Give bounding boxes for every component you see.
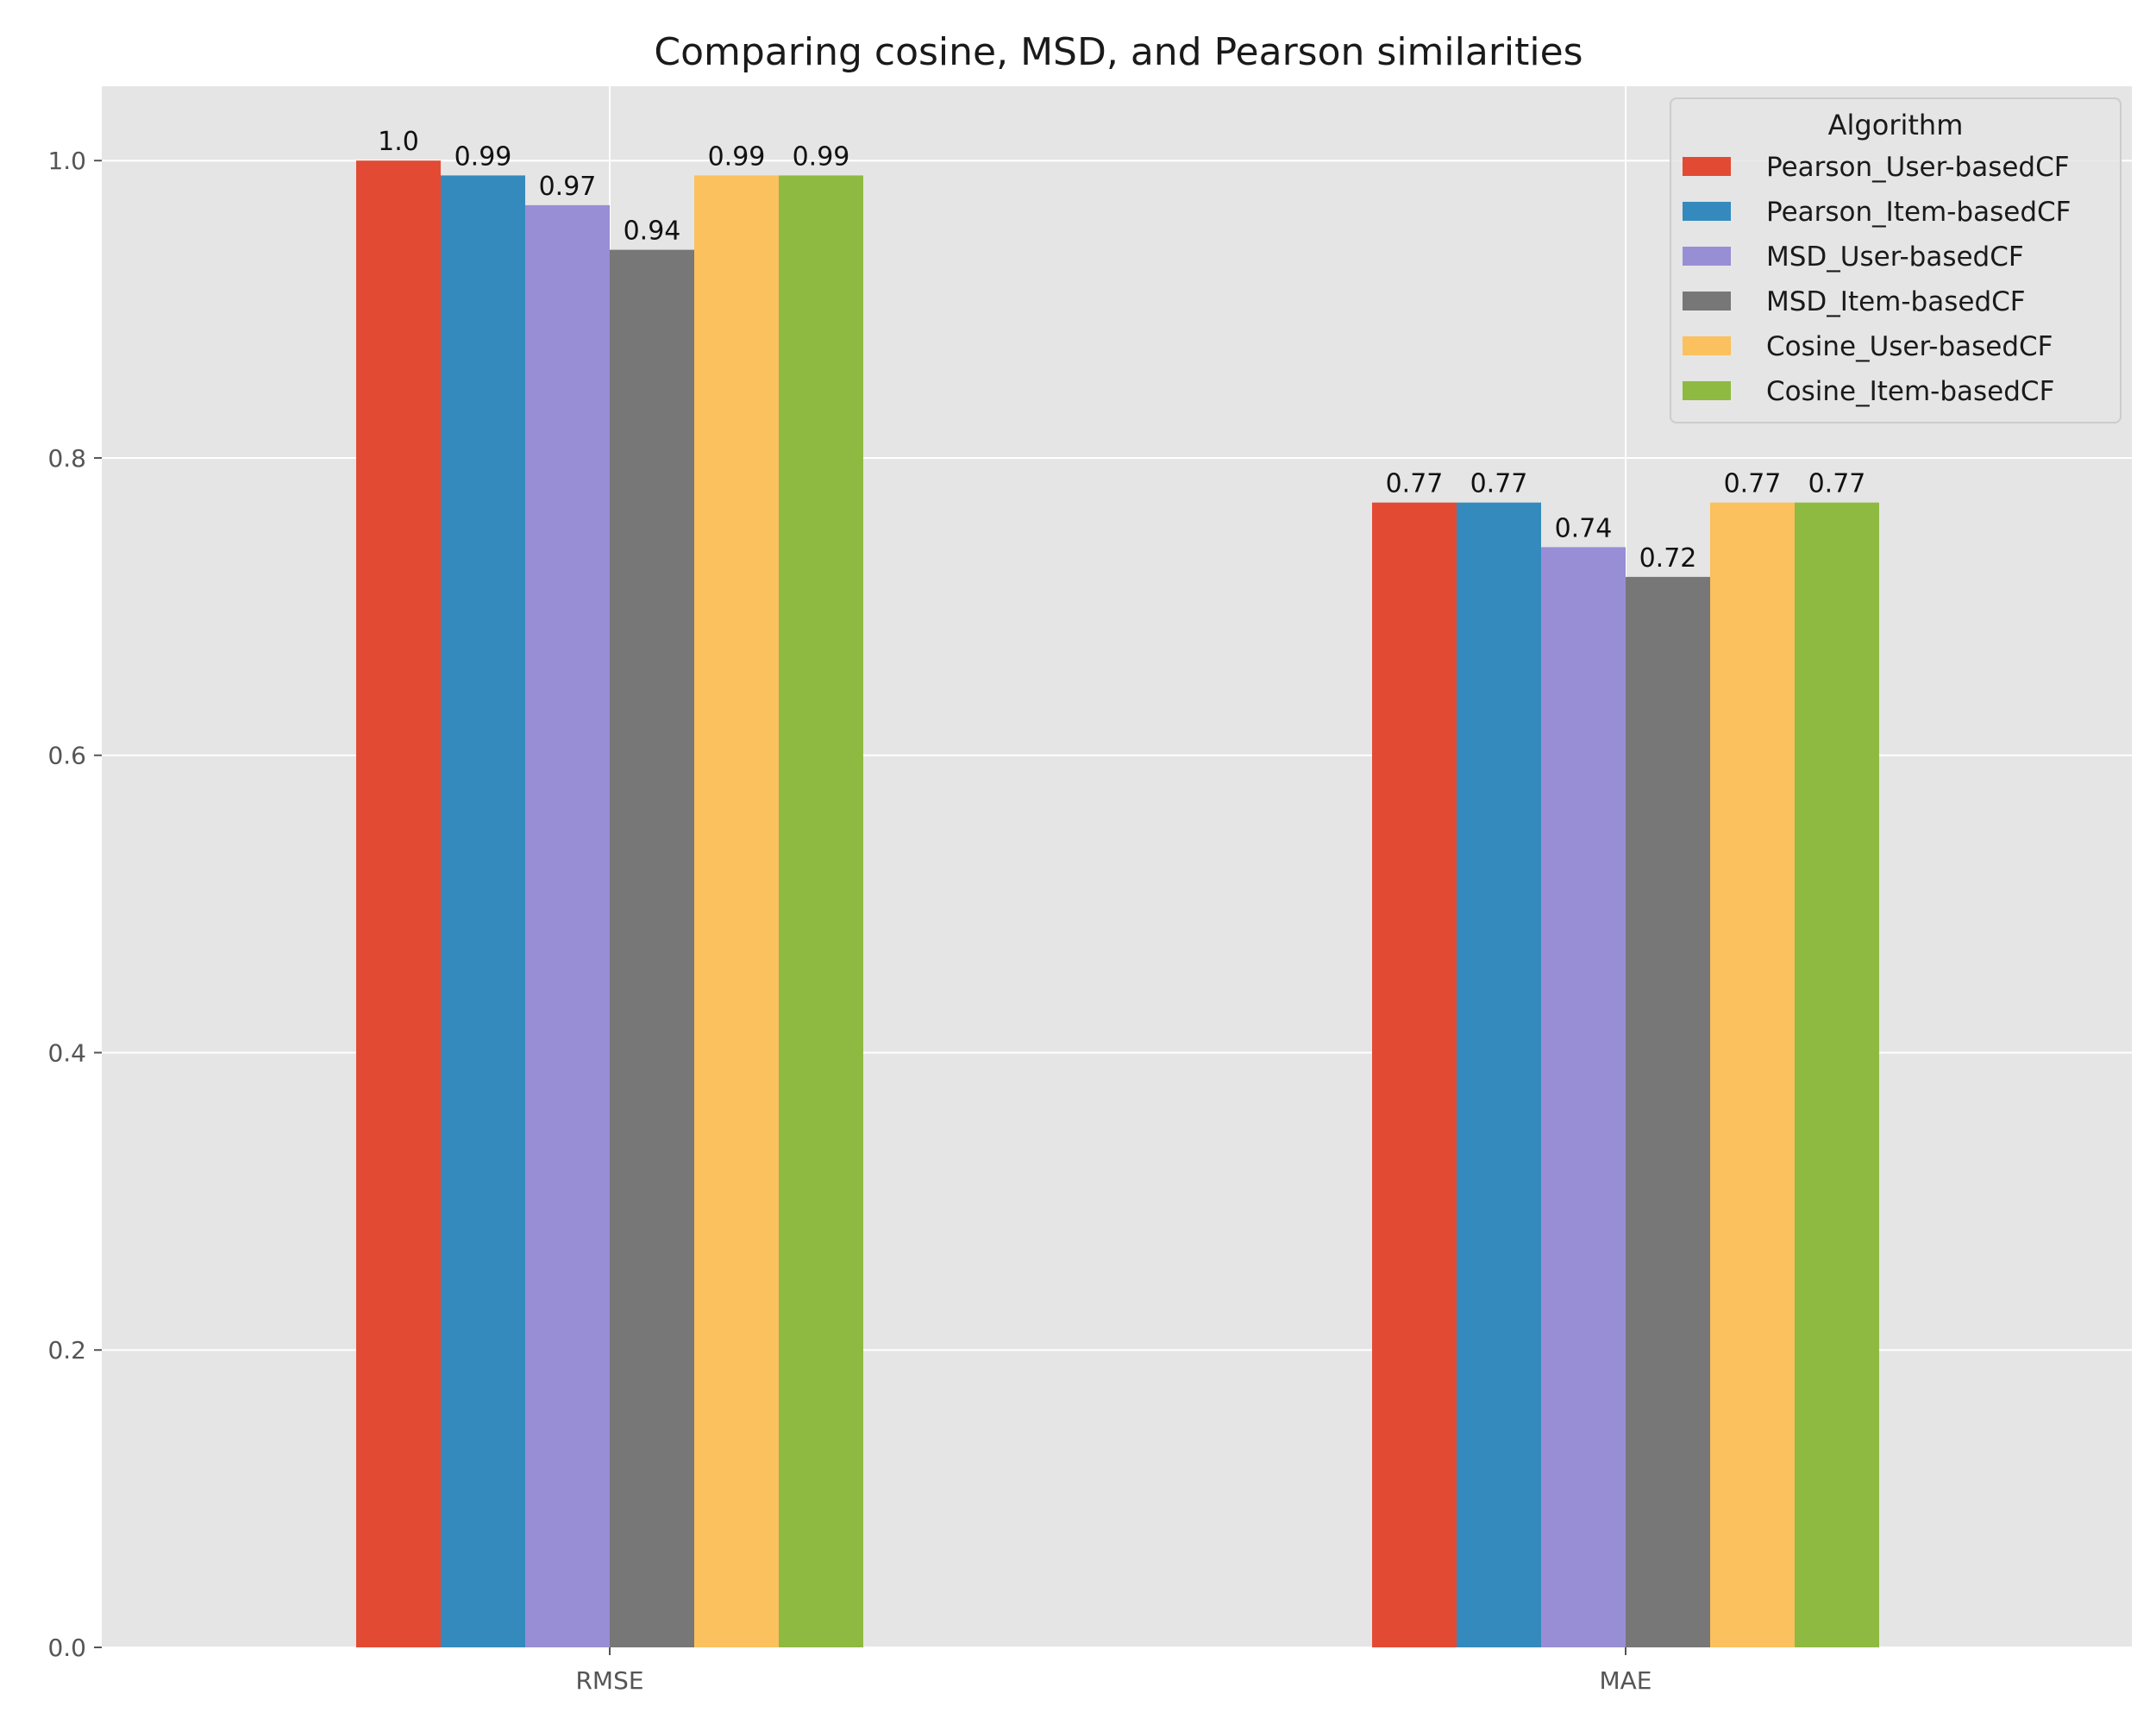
legend-entry-label: Cosine_User-basedCF	[1766, 331, 2053, 362]
legend-entry-label: MSD_User-basedCF	[1766, 242, 2024, 273]
legend-swatch	[1683, 202, 1731, 221]
legend-entry-label: Pearson_User-basedCF	[1766, 152, 2070, 183]
x-tick-label: RMSE	[575, 1666, 643, 1695]
bar	[1541, 547, 1626, 1647]
bar-value-label: 0.99	[793, 141, 850, 172]
bar-value-label: 0.77	[1470, 469, 1528, 499]
chart-title: Comparing cosine, MSD, and Pearson simil…	[654, 30, 1583, 74]
bar-value-label: 0.99	[454, 141, 512, 172]
x-tick-label: MAE	[1599, 1666, 1651, 1695]
legend-swatch	[1683, 292, 1731, 310]
bar	[694, 175, 779, 1647]
bar	[1795, 502, 1879, 1647]
y-tick-label: 0.6	[47, 742, 86, 770]
legend-swatch	[1683, 247, 1731, 266]
bar-value-label: 0.74	[1555, 513, 1613, 543]
bar	[1457, 502, 1541, 1647]
y-tick-label: 0.2	[47, 1336, 86, 1364]
y-tick-label: 0.8	[47, 444, 86, 473]
legend-title: Algorithm	[1828, 109, 1964, 141]
y-tick-label: 0.4	[47, 1038, 86, 1067]
bar	[1710, 502, 1795, 1647]
legend: Algorithm Pearson_User-basedCF Pearson_It…	[1670, 97, 2122, 423]
bar-value-label: 0.99	[708, 141, 766, 172]
bar	[779, 175, 863, 1647]
data-labels: 1.0 0.77 0.99 0.77 0.97 0.74 0.94 0.72 0.99 0.77 0…	[378, 127, 1865, 574]
bar-value-label: 0.77	[1724, 469, 1782, 499]
axes: 0.0 0.2 0.4 0.6 0.8 1.0 RMSE MAE	[47, 147, 1651, 1695]
bar-value-label: 1.0	[378, 127, 419, 157]
legend-swatch	[1683, 157, 1731, 176]
y-tick-label: 1.0	[47, 147, 86, 175]
bar	[356, 160, 441, 1648]
legend-swatch	[1683, 336, 1731, 355]
y-tick-label: 0.0	[47, 1634, 86, 1662]
bars	[356, 160, 1879, 1648]
bar	[610, 249, 694, 1648]
legend-entry-label: MSD_Item-basedCF	[1766, 286, 2026, 317]
legend-items: Pearson_User-basedCF Pearson_Item-basedCF…	[1683, 152, 2071, 407]
legend-box	[1670, 97, 2122, 423]
legend-swatch	[1683, 381, 1731, 400]
legend-entry-label: Cosine_Item-basedCF	[1766, 376, 2054, 407]
bar-value-label: 0.94	[624, 216, 681, 247]
legend-entry-label: Pearson_Item-basedCF	[1766, 197, 2071, 228]
bar-value-label: 0.72	[1639, 543, 1697, 574]
bar	[1626, 576, 1710, 1647]
bar-value-label: 0.77	[1386, 469, 1444, 499]
bar	[525, 204, 610, 1647]
bar-value-label: 0.77	[1808, 469, 1866, 499]
bar	[1372, 502, 1457, 1647]
bar	[441, 175, 525, 1647]
bar-value-label: 0.97	[539, 172, 597, 202]
